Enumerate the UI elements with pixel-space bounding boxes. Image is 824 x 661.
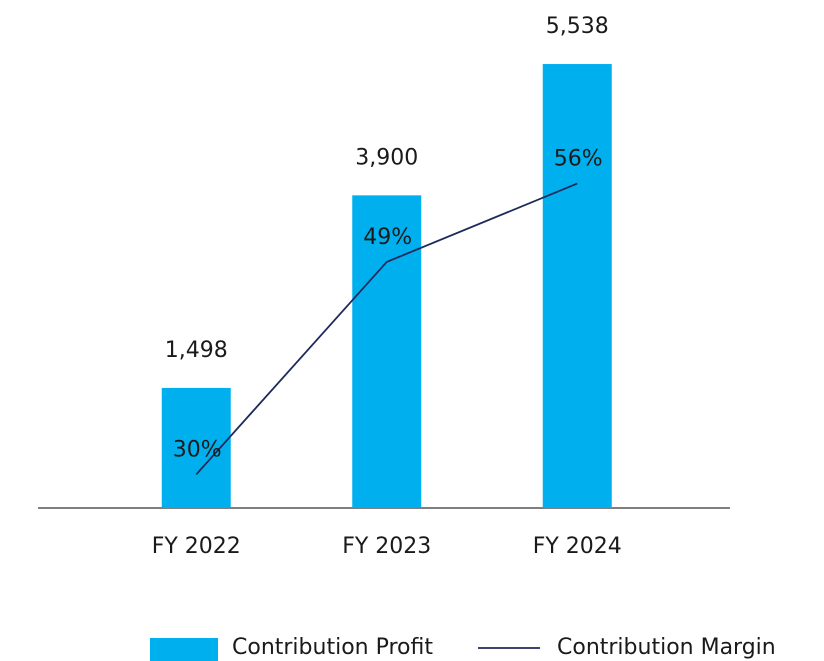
legend-label: Contribution Profit [232,635,433,660]
line-value-label: 30% [173,437,222,462]
x-tick-label: FY 2023 [342,534,431,559]
x-tick-label: FY 2024 [533,534,622,559]
bar-value-label: 3,900 [355,145,418,170]
legend-label: Contribution Margin [557,635,776,660]
x-tick-label: FY 2022 [152,534,241,559]
bar-value-label: 5,538 [546,14,609,39]
bar [542,64,612,509]
legend-swatch [150,638,218,661]
line [195,182,578,476]
bar-value-label: 1,498 [165,338,228,363]
line-value-label: 49% [363,225,412,250]
bar [352,195,422,508]
line-value-label: 56% [554,147,603,172]
